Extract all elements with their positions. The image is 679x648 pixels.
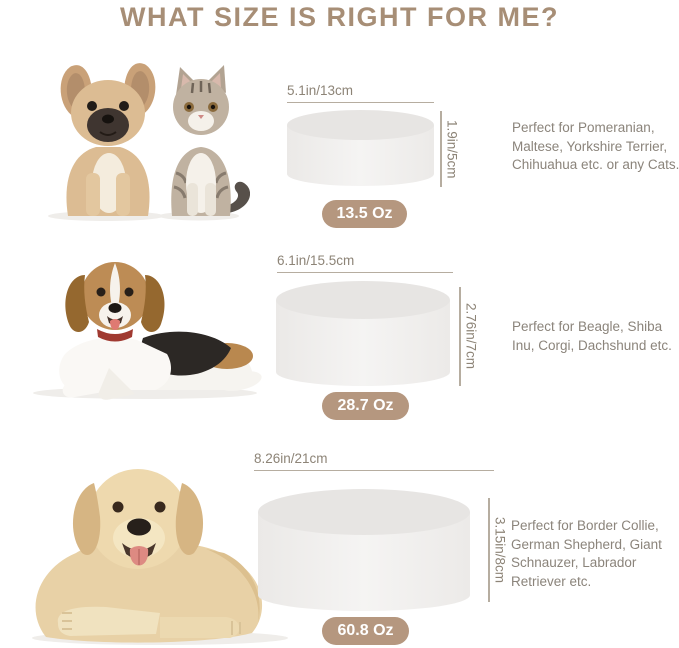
capacity-badge: 28.7 Oz xyxy=(322,392,409,420)
breed-description: Perfect for Pomeranian, Maltese, Yorkshi… xyxy=(512,120,679,172)
capacity-badge: 60.8 Oz xyxy=(322,617,409,645)
height-dimension-label: 3.15in/8cm xyxy=(492,516,508,584)
height-dimension-label: 1.9in/5cm xyxy=(444,119,460,179)
height-dimension-line xyxy=(488,498,490,602)
page-title: WHAT SIZE IS RIGHT FOR ME? xyxy=(120,2,559,32)
width-dimension-label: 5.1in/13cm xyxy=(287,84,434,103)
breed-description: Perfect for Beagle, Shiba Inu, Corgi, Da… xyxy=(512,319,672,353)
height-dimension-label: 2.76in/7cm xyxy=(463,303,479,370)
bowl-graphic-small xyxy=(287,110,434,186)
height-dimension-line xyxy=(440,111,442,187)
height-dimension: 2.76in/7cm xyxy=(459,287,479,386)
beagle-photo xyxy=(33,262,262,400)
height-dimension: 3.15in/8cm xyxy=(488,498,508,602)
height-dimension-line xyxy=(459,287,461,386)
capacity-badge: 13.5 Oz xyxy=(322,200,407,228)
breed-description: Perfect for Border Collie, German Shephe… xyxy=(511,518,662,589)
width-dimension-label: 8.26in/21cm xyxy=(254,452,494,471)
width-dimension-label: 6.1in/15.5cm xyxy=(277,254,453,273)
bowl-graphic-medium xyxy=(276,281,450,386)
bowl-graphic-large xyxy=(258,489,470,611)
puppy-and-kitten-photo xyxy=(48,63,250,221)
height-dimension: 1.9in/5cm xyxy=(440,111,460,187)
labrador-photo xyxy=(32,469,288,645)
